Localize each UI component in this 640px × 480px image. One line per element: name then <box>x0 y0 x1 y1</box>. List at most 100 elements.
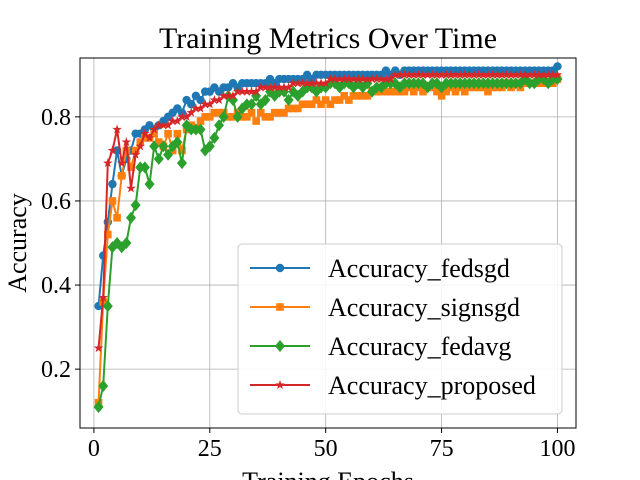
data-point <box>279 82 289 92</box>
data-point <box>381 74 391 84</box>
data-point <box>140 128 150 138</box>
data-point <box>243 113 251 121</box>
data-point <box>307 78 317 88</box>
data-point <box>404 69 414 79</box>
data-point <box>390 69 400 79</box>
data-point <box>432 69 442 79</box>
data-point <box>409 69 419 79</box>
data-point <box>353 74 363 84</box>
data-point <box>433 87 441 96</box>
data-point <box>501 69 512 79</box>
data-point <box>331 96 339 104</box>
data-point <box>149 124 159 134</box>
data-point <box>242 86 252 96</box>
data-point <box>93 343 104 353</box>
data-point <box>391 87 400 96</box>
data-point <box>335 96 344 104</box>
data-point <box>139 161 150 174</box>
legend-entry: Accuracy_fedavg <box>250 332 511 361</box>
data-point <box>164 129 172 138</box>
data-point <box>529 69 540 79</box>
data-point <box>172 116 183 126</box>
chart-title: Training Metrics Over Time <box>159 22 497 55</box>
x-axis-label: Training Epochs <box>242 467 414 480</box>
data-point <box>344 74 354 84</box>
data-point <box>278 85 289 98</box>
data-point <box>98 292 108 302</box>
x-tick-label: 100 <box>539 436 575 462</box>
data-point <box>227 94 238 107</box>
data-point <box>320 78 331 88</box>
data-point <box>478 69 489 79</box>
data-point <box>102 300 113 313</box>
data-point <box>515 69 526 79</box>
data-point <box>483 69 493 79</box>
data-point <box>186 107 197 117</box>
data-point <box>196 95 205 105</box>
data-point <box>524 69 535 79</box>
data-point <box>552 69 563 79</box>
data-point <box>427 69 438 79</box>
data-point <box>201 113 209 121</box>
data-point <box>155 138 163 146</box>
data-point <box>195 103 206 113</box>
data-point <box>340 92 349 100</box>
data-point <box>455 69 465 79</box>
data-point <box>135 141 146 151</box>
data-point <box>93 400 104 413</box>
data-point <box>311 78 322 88</box>
legend-label: Accuracy_proposed <box>328 371 536 400</box>
data-point <box>538 69 549 79</box>
data-point <box>422 69 433 79</box>
data-point <box>312 96 321 104</box>
data-point <box>177 111 187 121</box>
data-point <box>173 129 182 138</box>
data-point <box>302 78 312 88</box>
data-point <box>534 69 544 79</box>
x-tick-label: 50 <box>314 436 338 462</box>
data-point <box>266 113 274 121</box>
legend-entry: Accuracy_proposed <box>250 371 536 400</box>
data-point <box>121 137 132 147</box>
data-point <box>294 104 302 113</box>
series-layer <box>93 62 563 413</box>
data-point <box>232 110 243 123</box>
data-point <box>228 90 238 100</box>
data-point <box>176 157 187 170</box>
data-point <box>261 113 270 121</box>
data-point <box>307 100 316 109</box>
legend-entry: Accuracy_fedsgd <box>250 254 510 283</box>
data-point <box>98 379 109 392</box>
data-point <box>246 86 257 96</box>
y-tick-label: 0.2 <box>41 357 71 383</box>
data-point <box>209 131 220 144</box>
x-tick-label: 75 <box>430 436 454 462</box>
data-point <box>117 171 126 180</box>
data-point <box>326 100 335 109</box>
data-point <box>121 237 132 249</box>
data-point <box>181 111 192 121</box>
data-point <box>127 163 135 172</box>
data-point <box>484 87 492 96</box>
y-tick-label: 0.6 <box>41 189 71 215</box>
data-point <box>260 82 271 92</box>
data-point <box>297 78 308 88</box>
data-point <box>210 108 219 117</box>
data-point <box>395 69 405 79</box>
data-point <box>163 120 173 130</box>
data-point <box>218 110 229 123</box>
data-point <box>141 134 149 142</box>
data-point <box>298 100 307 109</box>
data-point <box>399 69 410 79</box>
legend-entries: Accuracy_fedsgd Accuracy_signsgd Accuracy_… <box>250 254 536 400</box>
legend-marker <box>275 340 285 352</box>
data-point <box>548 69 558 79</box>
data-point <box>116 158 127 168</box>
data-point <box>510 69 521 79</box>
legend-marker <box>276 303 284 311</box>
data-point <box>469 69 479 79</box>
data-point <box>459 69 470 79</box>
legend-entry: Accuracy_signsgd <box>250 293 520 322</box>
data-point <box>125 211 136 224</box>
